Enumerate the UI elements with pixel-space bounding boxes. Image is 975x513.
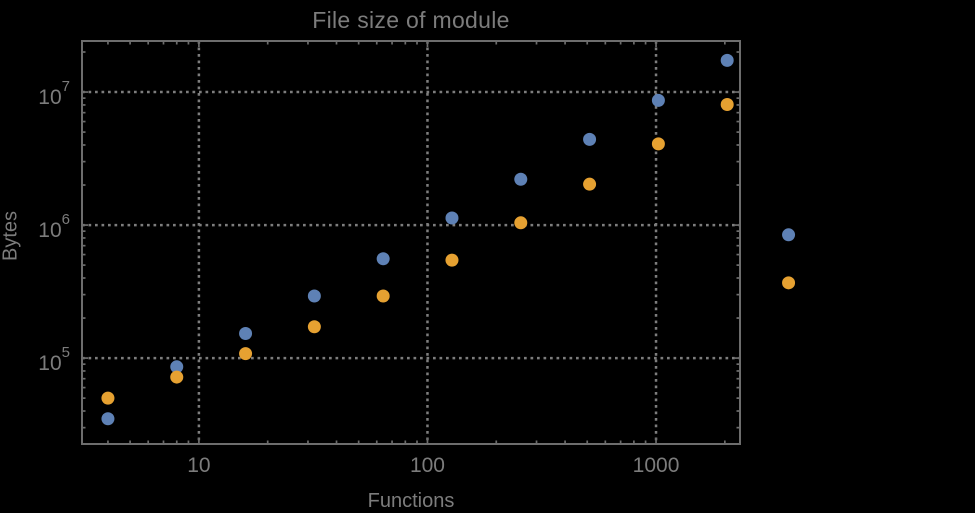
data-point-blue <box>720 53 734 67</box>
y-tick-label: 105 <box>38 344 70 375</box>
data-point-blue <box>307 289 321 303</box>
data-point-orange <box>782 276 796 290</box>
data-point-blue <box>514 172 528 186</box>
x-axis-label: Functions <box>367 490 455 512</box>
plot-frame <box>81 40 741 445</box>
data-point-blue <box>170 360 184 374</box>
y-tick-label: 106 <box>38 211 70 242</box>
x-tick-label: 10 <box>187 454 210 477</box>
y-axis-label: Bytes <box>0 210 22 262</box>
plot-title: File size of module <box>312 7 510 33</box>
x-tick-label: 100 <box>410 454 445 477</box>
data-point-blue <box>782 228 796 242</box>
data-point-blue <box>239 327 253 341</box>
data-point-orange <box>101 391 115 405</box>
data-point-orange <box>514 216 528 230</box>
data-point-blue <box>445 211 459 225</box>
data-point-orange <box>445 253 459 267</box>
y-tick-label: 107 <box>38 78 70 109</box>
data-point-orange <box>651 137 665 151</box>
data-point-orange <box>376 289 390 303</box>
data-point-blue <box>101 412 115 426</box>
data-point-orange <box>170 370 184 384</box>
data-point-orange <box>720 98 734 112</box>
data-point-blue <box>583 132 597 146</box>
data-point-blue <box>651 93 665 107</box>
data-point-orange <box>307 320 321 334</box>
data-point-orange <box>583 177 597 191</box>
data-point-blue <box>376 252 390 266</box>
x-tick-label: 1000 <box>633 454 680 477</box>
data-point-orange <box>239 347 253 361</box>
